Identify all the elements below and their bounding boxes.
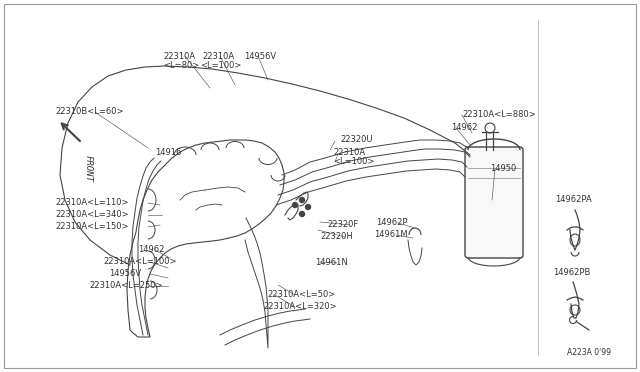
Circle shape — [300, 212, 305, 217]
Text: 14962P: 14962P — [376, 218, 408, 227]
Text: 22310A<L=340>: 22310A<L=340> — [55, 210, 129, 219]
Text: 22320F: 22320F — [327, 220, 358, 229]
Text: <L=100>: <L=100> — [333, 157, 374, 166]
Circle shape — [300, 198, 305, 202]
Text: 22320U: 22320U — [340, 135, 372, 144]
Text: 22310A: 22310A — [202, 52, 234, 61]
Text: 22310A<L=250>: 22310A<L=250> — [89, 281, 163, 290]
Text: 22310A: 22310A — [333, 148, 365, 157]
Text: 14962PA: 14962PA — [555, 195, 592, 204]
Text: 22310A<L=50>: 22310A<L=50> — [267, 290, 335, 299]
Text: 22310A<L=880>: 22310A<L=880> — [462, 110, 536, 119]
Text: 14962: 14962 — [138, 245, 164, 254]
Text: <L=80>: <L=80> — [163, 61, 199, 70]
FancyBboxPatch shape — [465, 147, 523, 258]
Text: 14962: 14962 — [451, 123, 477, 132]
Text: 14916: 14916 — [155, 148, 181, 157]
Text: 22310A<L=110>: 22310A<L=110> — [55, 198, 129, 207]
Text: <L=100>: <L=100> — [200, 61, 241, 70]
Text: FRONT: FRONT — [83, 155, 93, 182]
Text: 14962PB: 14962PB — [553, 268, 590, 277]
Text: 22310A<L=320>: 22310A<L=320> — [263, 302, 337, 311]
Text: 22320H: 22320H — [320, 232, 353, 241]
Text: 22310B<L=60>: 22310B<L=60> — [55, 107, 124, 116]
Text: 14961M: 14961M — [374, 230, 408, 239]
Circle shape — [305, 205, 310, 209]
Text: 14950: 14950 — [490, 164, 516, 173]
Text: A223A 0'99: A223A 0'99 — [567, 348, 611, 357]
Text: 22310A<L=150>: 22310A<L=150> — [55, 222, 129, 231]
Circle shape — [292, 202, 298, 208]
Text: 14956V: 14956V — [244, 52, 276, 61]
Text: 22310A: 22310A — [163, 52, 195, 61]
Text: 14961N: 14961N — [315, 258, 348, 267]
Text: 14956V: 14956V — [109, 269, 141, 278]
Text: 22310A<L=100>: 22310A<L=100> — [103, 257, 177, 266]
